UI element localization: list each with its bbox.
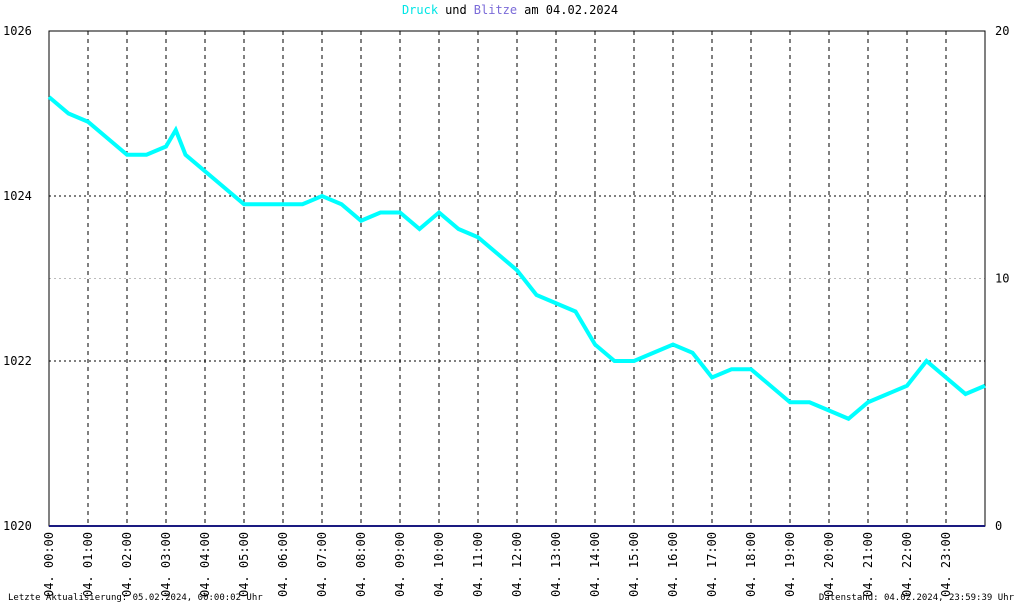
x-tick-label: 04. 00:00 xyxy=(42,532,56,597)
title-part: am 04.02.2024 xyxy=(524,3,618,17)
x-tick-label: 04. 08:00 xyxy=(354,532,368,597)
y2-tick-label: 20 xyxy=(995,24,1009,38)
x-tick-label: 04. 17:00 xyxy=(705,532,719,597)
y-tick-label: 1020 xyxy=(3,519,32,533)
chart-title: Druck und Blitze am 04.02.2024 xyxy=(402,3,618,17)
x-tick-label: 04. 14:00 xyxy=(588,532,602,597)
y-tick-label: 1024 xyxy=(3,189,32,203)
y2-tick-label: 10 xyxy=(995,272,1009,286)
x-tick-label: 04. 19:00 xyxy=(783,532,797,597)
y2-tick-label: 0 xyxy=(995,519,1002,533)
x-tick-label: 04. 11:00 xyxy=(471,532,485,597)
x-tick-label: 04. 10:00 xyxy=(432,532,446,597)
x-tick-label: 04. 12:00 xyxy=(510,532,524,597)
x-tick-label: 04. 13:00 xyxy=(549,532,563,597)
x-tick-label: 04. 15:00 xyxy=(627,532,641,597)
y-tick-label: 1022 xyxy=(3,354,32,368)
x-tick-label: 04. 16:00 xyxy=(666,532,680,597)
x-tick-label: 04. 18:00 xyxy=(744,532,758,597)
footer-right: Datenstand: 04.02.2024, 23:59:39 Uhr xyxy=(819,593,1015,603)
x-tick-label: 04. 07:00 xyxy=(315,532,329,597)
x-tick-label: 04. 23:00 xyxy=(939,532,953,597)
x-tick-label: 04. 20:00 xyxy=(822,532,836,597)
x-tick-label: 04. 06:00 xyxy=(276,532,290,597)
x-tick-label: 04. 02:00 xyxy=(120,532,134,597)
title-part: und xyxy=(445,3,467,17)
series-line xyxy=(47,95,986,422)
x-tick-label: 04. 22:00 xyxy=(900,532,914,597)
x-tick-label: 04. 01:00 xyxy=(81,532,95,597)
x-tick-label: 04. 03:00 xyxy=(159,532,173,597)
x-tick-label: 04. 09:00 xyxy=(393,532,407,597)
y-tick-label: 1026 xyxy=(3,24,32,38)
x-tick-label: 04. 21:00 xyxy=(861,532,875,597)
title-part: Blitze xyxy=(474,3,517,17)
footer-left: Letzte Aktualisierung: 05.02.2024, 00:00… xyxy=(8,593,263,603)
x-tick-label: 04. 05:00 xyxy=(237,532,251,597)
title-part: Druck xyxy=(402,3,439,17)
x-tick-label: 04. 04:00 xyxy=(198,532,212,597)
